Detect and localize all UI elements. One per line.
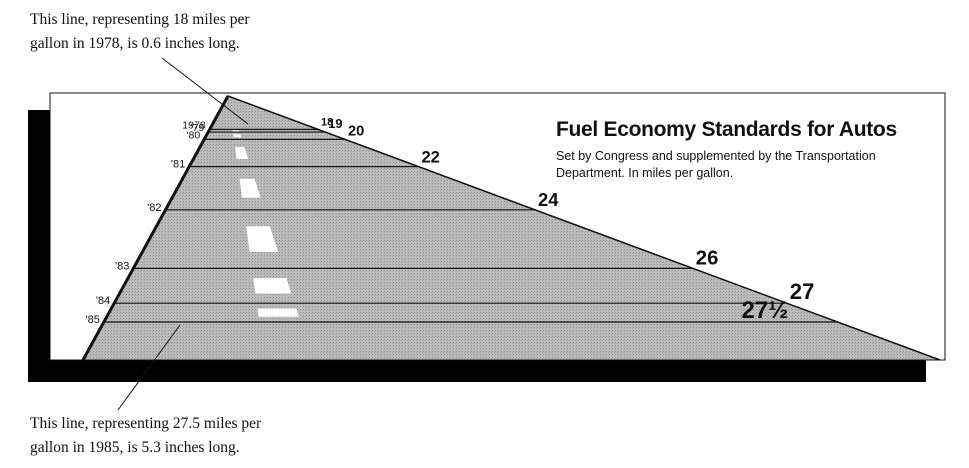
value-label: 20	[348, 123, 364, 139]
road-left-edge	[81, 95, 230, 361]
chart-title: Fuel Economy Standards for Autos	[556, 118, 897, 141]
category-label: '79	[191, 122, 205, 134]
annotation-top: This line, representing 18 miles per gal…	[30, 11, 250, 52]
category-label: '82	[147, 202, 161, 214]
value-label: 26	[696, 247, 719, 269]
lane-dash	[253, 278, 292, 294]
lane-dash	[233, 134, 242, 138]
value-label: 27	[790, 279, 815, 304]
category-label: '84	[96, 295, 110, 307]
lane-dash	[257, 308, 299, 317]
category-label: '81	[171, 159, 185, 171]
value-label: 24	[538, 189, 559, 210]
leader-line-top	[161, 57, 249, 125]
value-label: 22	[421, 148, 439, 167]
lane-dash	[239, 178, 261, 198]
category-label: '85	[86, 314, 100, 326]
category-label: '83	[115, 260, 129, 272]
category-label: '80	[186, 129, 200, 141]
road-right-edge	[227, 95, 941, 361]
value-label: 18	[321, 116, 333, 128]
value-label: 19	[328, 116, 342, 131]
lane-dash	[235, 146, 249, 159]
lane-dash	[232, 130, 240, 132]
category-label: 1978	[182, 119, 206, 131]
leader-line-bottom	[117, 324, 181, 411]
value-label: 27½	[742, 297, 789, 324]
frame-shadow-bottom	[28, 360, 926, 382]
chart-title-block: Fuel Economy Standards for Autos Set by …	[556, 118, 956, 182]
chart-subtitle: Set by Congress and supplemented by the …	[556, 149, 876, 180]
frame-shadow-left	[28, 110, 52, 382]
annotation-bottom: This line, representing 27.5 miles per g…	[30, 415, 262, 456]
lane-dash	[246, 226, 279, 252]
